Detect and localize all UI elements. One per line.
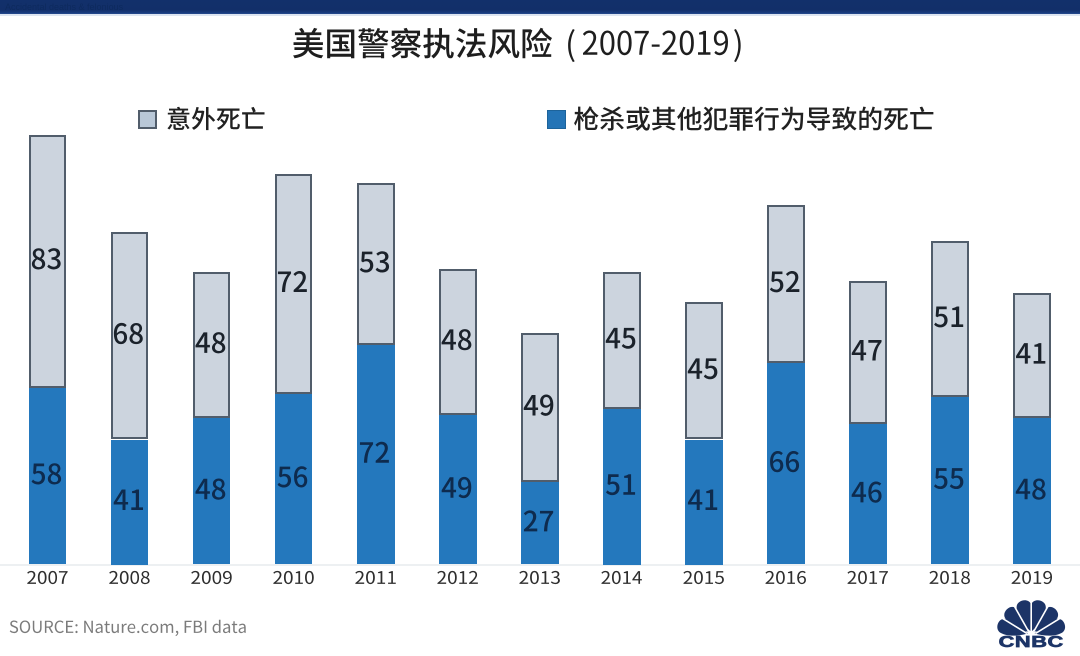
svg-text:CNBC: CNBC [999,634,1064,651]
